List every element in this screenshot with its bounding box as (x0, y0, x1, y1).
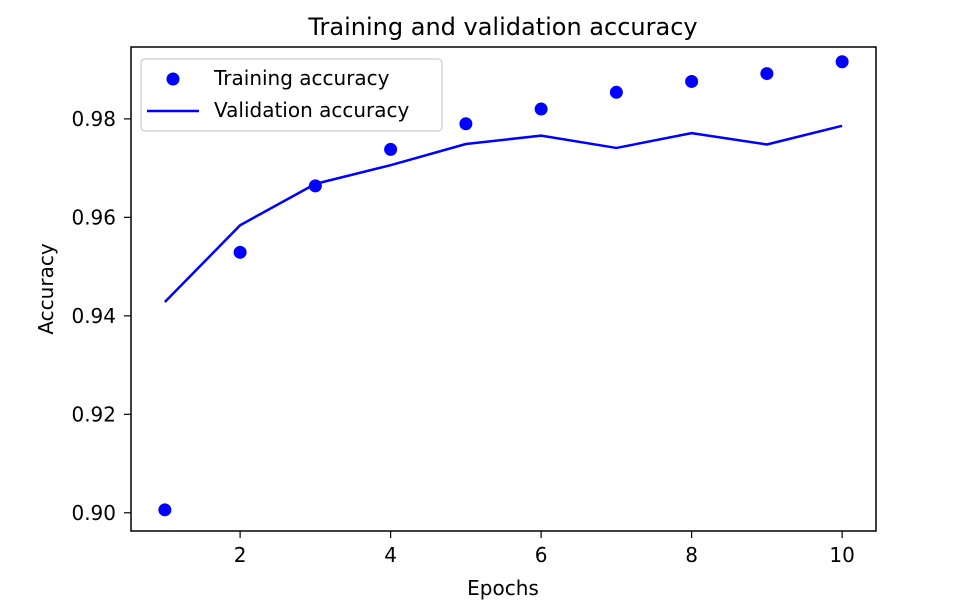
x-tick-label-8: 8 (685, 543, 698, 567)
training-accuracy-point-epoch-8 (685, 74, 699, 88)
x-ticks: 2 4 6 8 10 (234, 531, 855, 567)
training-accuracy-point-epoch-6 (534, 102, 548, 116)
y-tick-label-0.92: 0.92 (71, 402, 116, 426)
y-tick-label-0.98: 0.98 (71, 107, 116, 131)
training-accuracy-point-epoch-10 (835, 55, 849, 69)
training-accuracy-point-epoch-2 (233, 245, 247, 259)
training-accuracy-point-epoch-9 (760, 67, 774, 81)
x-tick-label-4: 4 (384, 543, 397, 567)
training-accuracy-point-epoch-3 (308, 179, 322, 193)
x-tick-label-2: 2 (234, 543, 247, 567)
legend-box (140, 58, 443, 132)
training-accuracy-point-epoch-5 (459, 117, 473, 131)
training-accuracy-point-epoch-1 (158, 503, 172, 517)
training-accuracy-point-epoch-4 (384, 142, 398, 156)
series-layer (158, 55, 849, 517)
legend-validation-label: Validation accuracy (214, 98, 410, 122)
x-tick-label-10: 10 (829, 543, 854, 567)
x-axis-label: Epochs (467, 576, 539, 600)
y-tick-label-0.96: 0.96 (71, 205, 116, 229)
plot-frame (130, 46, 877, 532)
y-ticks: 0.90 0.92 0.94 0.96 0.98 (71, 107, 131, 525)
legend-training-label: Training accuracy (213, 66, 390, 90)
series-validation-accuracy-line (163, 124, 843, 303)
chart-title: Training and validation accuracy (307, 13, 697, 41)
y-tick-label-0.94: 0.94 (71, 304, 116, 328)
training-accuracy-point-epoch-7 (609, 85, 623, 99)
y-axis-label: Accuracy (34, 243, 58, 334)
y-tick-label-0.90: 0.90 (71, 501, 116, 525)
x-tick-label-6: 6 (535, 543, 548, 567)
legend-training-marker (166, 72, 180, 86)
legend: Training accuracy Validation accuracy (140, 58, 443, 132)
